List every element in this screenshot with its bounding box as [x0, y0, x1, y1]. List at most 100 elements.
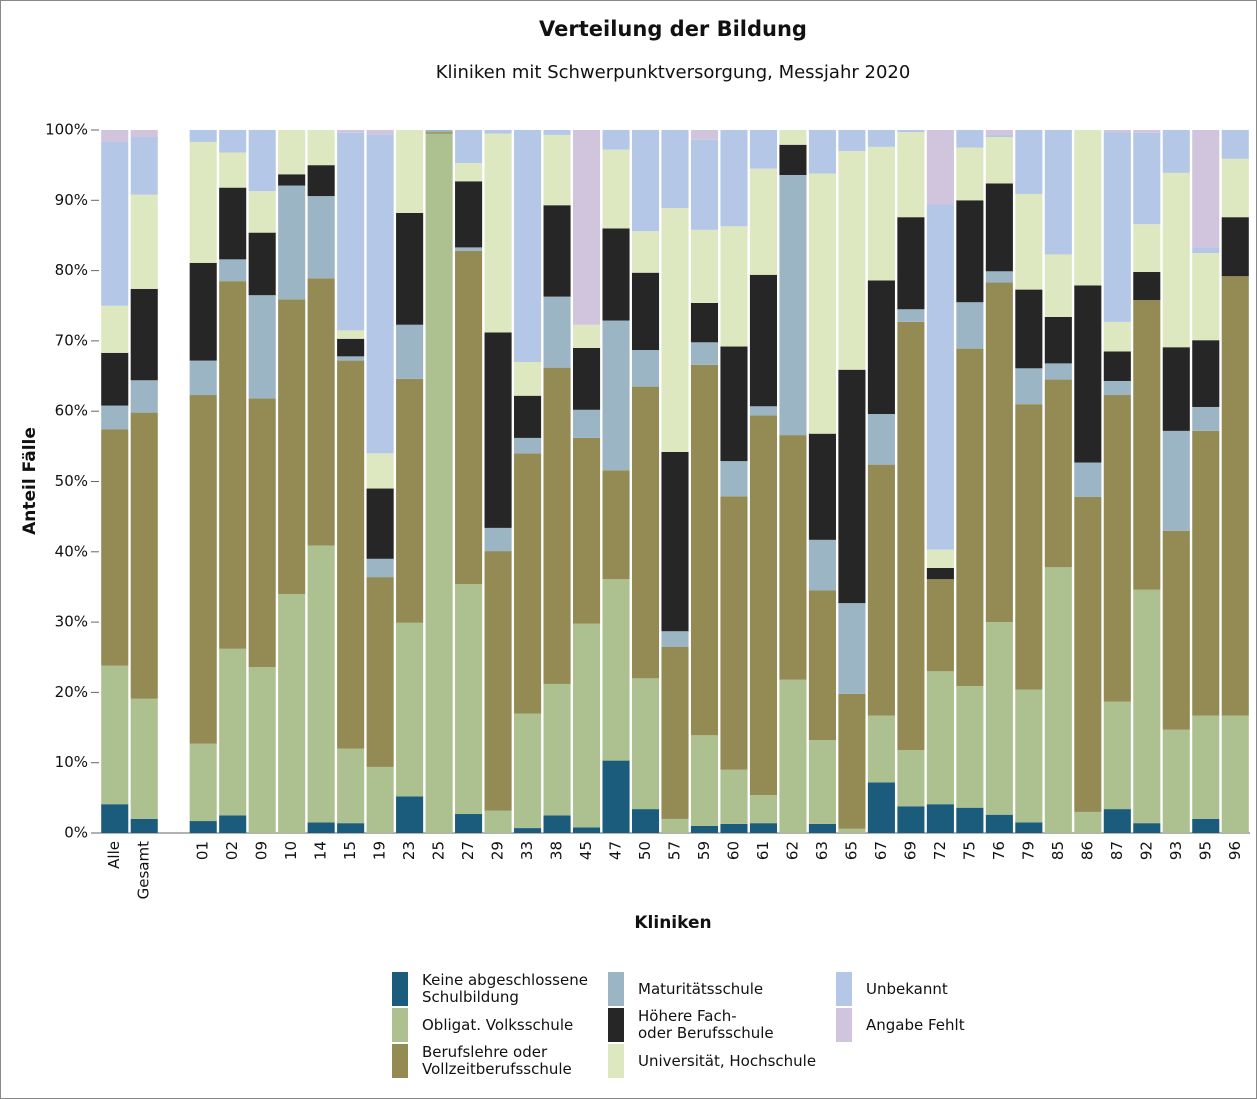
x-tick-label: 57: [666, 841, 684, 860]
legend-swatch: [836, 972, 852, 1006]
bar-segment: [337, 823, 365, 833]
bar-segment: [1015, 289, 1043, 369]
bar-segment: [1162, 172, 1190, 348]
bar-segment: [956, 130, 984, 148]
x-tick-label: 95: [1196, 841, 1214, 860]
bar-segment: [1074, 496, 1102, 812]
x-tick-label: 86: [1078, 841, 1096, 860]
bar-segment: [956, 807, 984, 833]
bar-segment: [926, 204, 954, 550]
bar-segment: [572, 437, 601, 624]
bar-segment: [897, 806, 925, 833]
bar-segment: [514, 395, 542, 438]
bar-segment: [101, 352, 129, 406]
x-tick-label: 65: [842, 841, 860, 860]
bar-segment: [189, 743, 217, 822]
x-tick-label: 63: [813, 841, 831, 860]
bar-segment: [602, 579, 630, 761]
bar-segment: [366, 453, 394, 489]
bar-segment: [985, 814, 1013, 833]
bar-segment: [101, 665, 129, 805]
y-tick-label: 80%: [55, 261, 88, 279]
bar-segment: [572, 324, 601, 348]
x-tick-label: 69: [901, 841, 919, 860]
bar-segment: [690, 130, 719, 140]
bar-segment: [867, 280, 895, 415]
bar-segment: [189, 395, 217, 744]
bar-segment: [101, 305, 129, 353]
bar-segment: [631, 350, 660, 387]
bar-segment: [602, 470, 630, 580]
bar-segment: [455, 247, 483, 251]
bar-segment: [484, 133, 512, 333]
bar-segment: [838, 603, 866, 694]
bar-segment: [514, 361, 542, 396]
bar-segment: [779, 174, 807, 436]
bar-segment: [543, 367, 571, 684]
bar-segment: [956, 147, 984, 201]
bar-segment: [1103, 132, 1131, 322]
bar-segment: [926, 130, 954, 205]
bar-segment: [1192, 253, 1220, 341]
x-tick-label: 33: [518, 841, 536, 860]
legend-swatch: [608, 972, 624, 1006]
bar-segment: [602, 149, 630, 229]
bar-segment: [219, 259, 247, 282]
x-tick-label: Gesamt: [135, 841, 153, 899]
legend-swatch: [392, 1044, 408, 1078]
bar-segment: [602, 228, 630, 321]
bar-segment: [543, 130, 571, 135]
bar-segment: [366, 134, 394, 454]
bar-segment: [1221, 158, 1249, 218]
bar-segment: [1192, 430, 1220, 716]
bar-segment: [720, 769, 748, 824]
bar-segment: [337, 356, 365, 361]
x-tick-label: 10: [282, 841, 300, 860]
x-tick-label: 23: [400, 841, 418, 860]
legend-swatch: [836, 1008, 852, 1042]
bar-segment: [1192, 715, 1220, 819]
bar-segment: [749, 415, 778, 796]
y-tick-label: 0%: [64, 824, 88, 842]
legend-swatch: [608, 1044, 624, 1078]
bar-segment: [455, 163, 483, 182]
bar-segment: [749, 795, 778, 824]
bar-segment: [1162, 347, 1190, 431]
bar-segment: [661, 631, 689, 647]
bar-segment: [278, 174, 306, 186]
bar-segment: [897, 750, 925, 807]
bar-segment: [484, 527, 512, 552]
bar-segment: [514, 828, 542, 833]
bar-segment: [1074, 130, 1102, 286]
bar-segment: [808, 539, 836, 591]
bar-segment: [1162, 430, 1190, 531]
bar-segment: [189, 360, 217, 396]
x-tick-label: 01: [194, 841, 212, 860]
bar-segment: [248, 130, 276, 192]
bar-segment: [749, 168, 778, 275]
bar-segment: [366, 558, 394, 578]
bar-segment: [1044, 130, 1072, 255]
legend-label: Angabe Fehlt: [866, 1015, 965, 1034]
bar-segment: [572, 623, 601, 828]
bar-segment: [248, 295, 276, 399]
bar-segment: [661, 818, 689, 833]
bar-segment: [1103, 380, 1131, 396]
bar-segment: [808, 590, 836, 741]
x-tick-label: Alle: [105, 841, 123, 869]
bar-segment: [572, 409, 601, 438]
x-tick-label: 38: [548, 841, 566, 860]
bar-segment: [690, 735, 719, 826]
bar-segment: [307, 196, 335, 279]
bar-segment: [1133, 823, 1161, 833]
bar-segment: [130, 137, 158, 195]
bar-segment: [130, 380, 158, 413]
bar-segment: [572, 130, 601, 325]
bar-segment: [543, 134, 571, 206]
x-tick-label: 02: [223, 841, 241, 860]
bar-segment: [1221, 276, 1249, 716]
bar-segment: [1133, 589, 1161, 824]
bar-segment: [189, 141, 217, 263]
bar-segment: [101, 130, 129, 142]
